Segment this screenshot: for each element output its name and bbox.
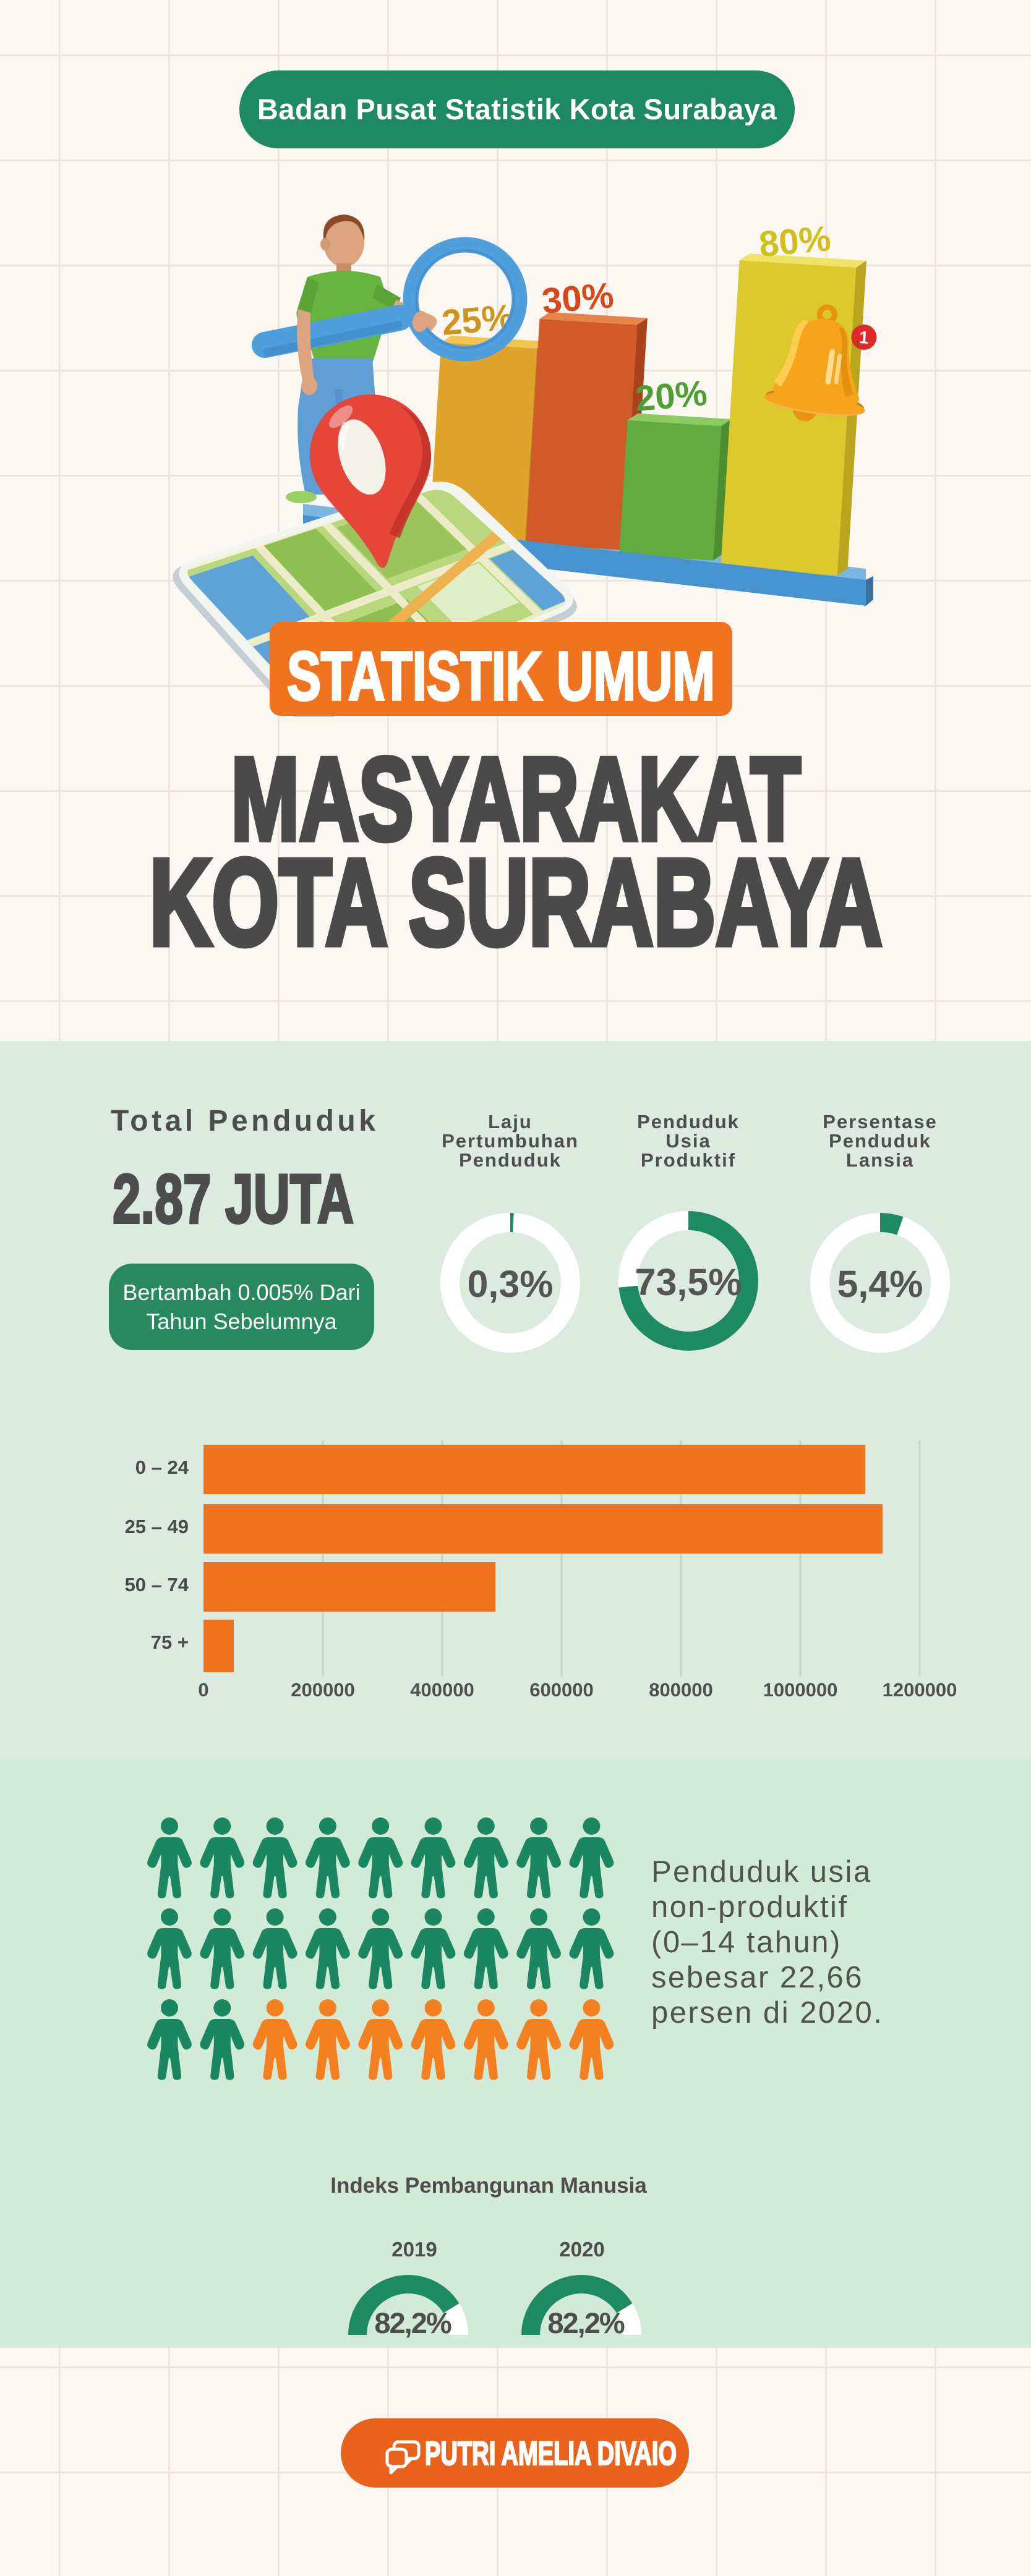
svg-text:PUTRI AMELIA DIVAIO: PUTRI AMELIA DIVAIO bbox=[425, 2435, 677, 2472]
svg-text:KOTA SURABAYA: KOTA SURABAYA bbox=[150, 834, 883, 964]
svg-text:MASYARAKAT: MASYARAKAT bbox=[231, 734, 801, 865]
svg-text:20%: 20% bbox=[634, 373, 709, 419]
svg-text:STATISTIK UMUM: STATISTIK UMUM bbox=[287, 638, 715, 715]
svg-text:2.87 JUTA: 2.87 JUTA bbox=[113, 1160, 354, 1230]
svg-text:80%: 80% bbox=[758, 218, 832, 265]
svg-text:30%: 30% bbox=[541, 275, 615, 321]
svg-text:1: 1 bbox=[858, 328, 870, 347]
